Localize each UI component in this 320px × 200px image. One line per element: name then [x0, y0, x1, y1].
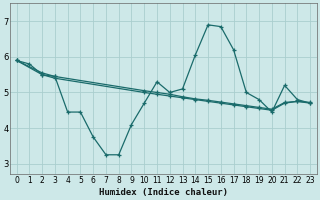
X-axis label: Humidex (Indice chaleur): Humidex (Indice chaleur) — [99, 188, 228, 197]
